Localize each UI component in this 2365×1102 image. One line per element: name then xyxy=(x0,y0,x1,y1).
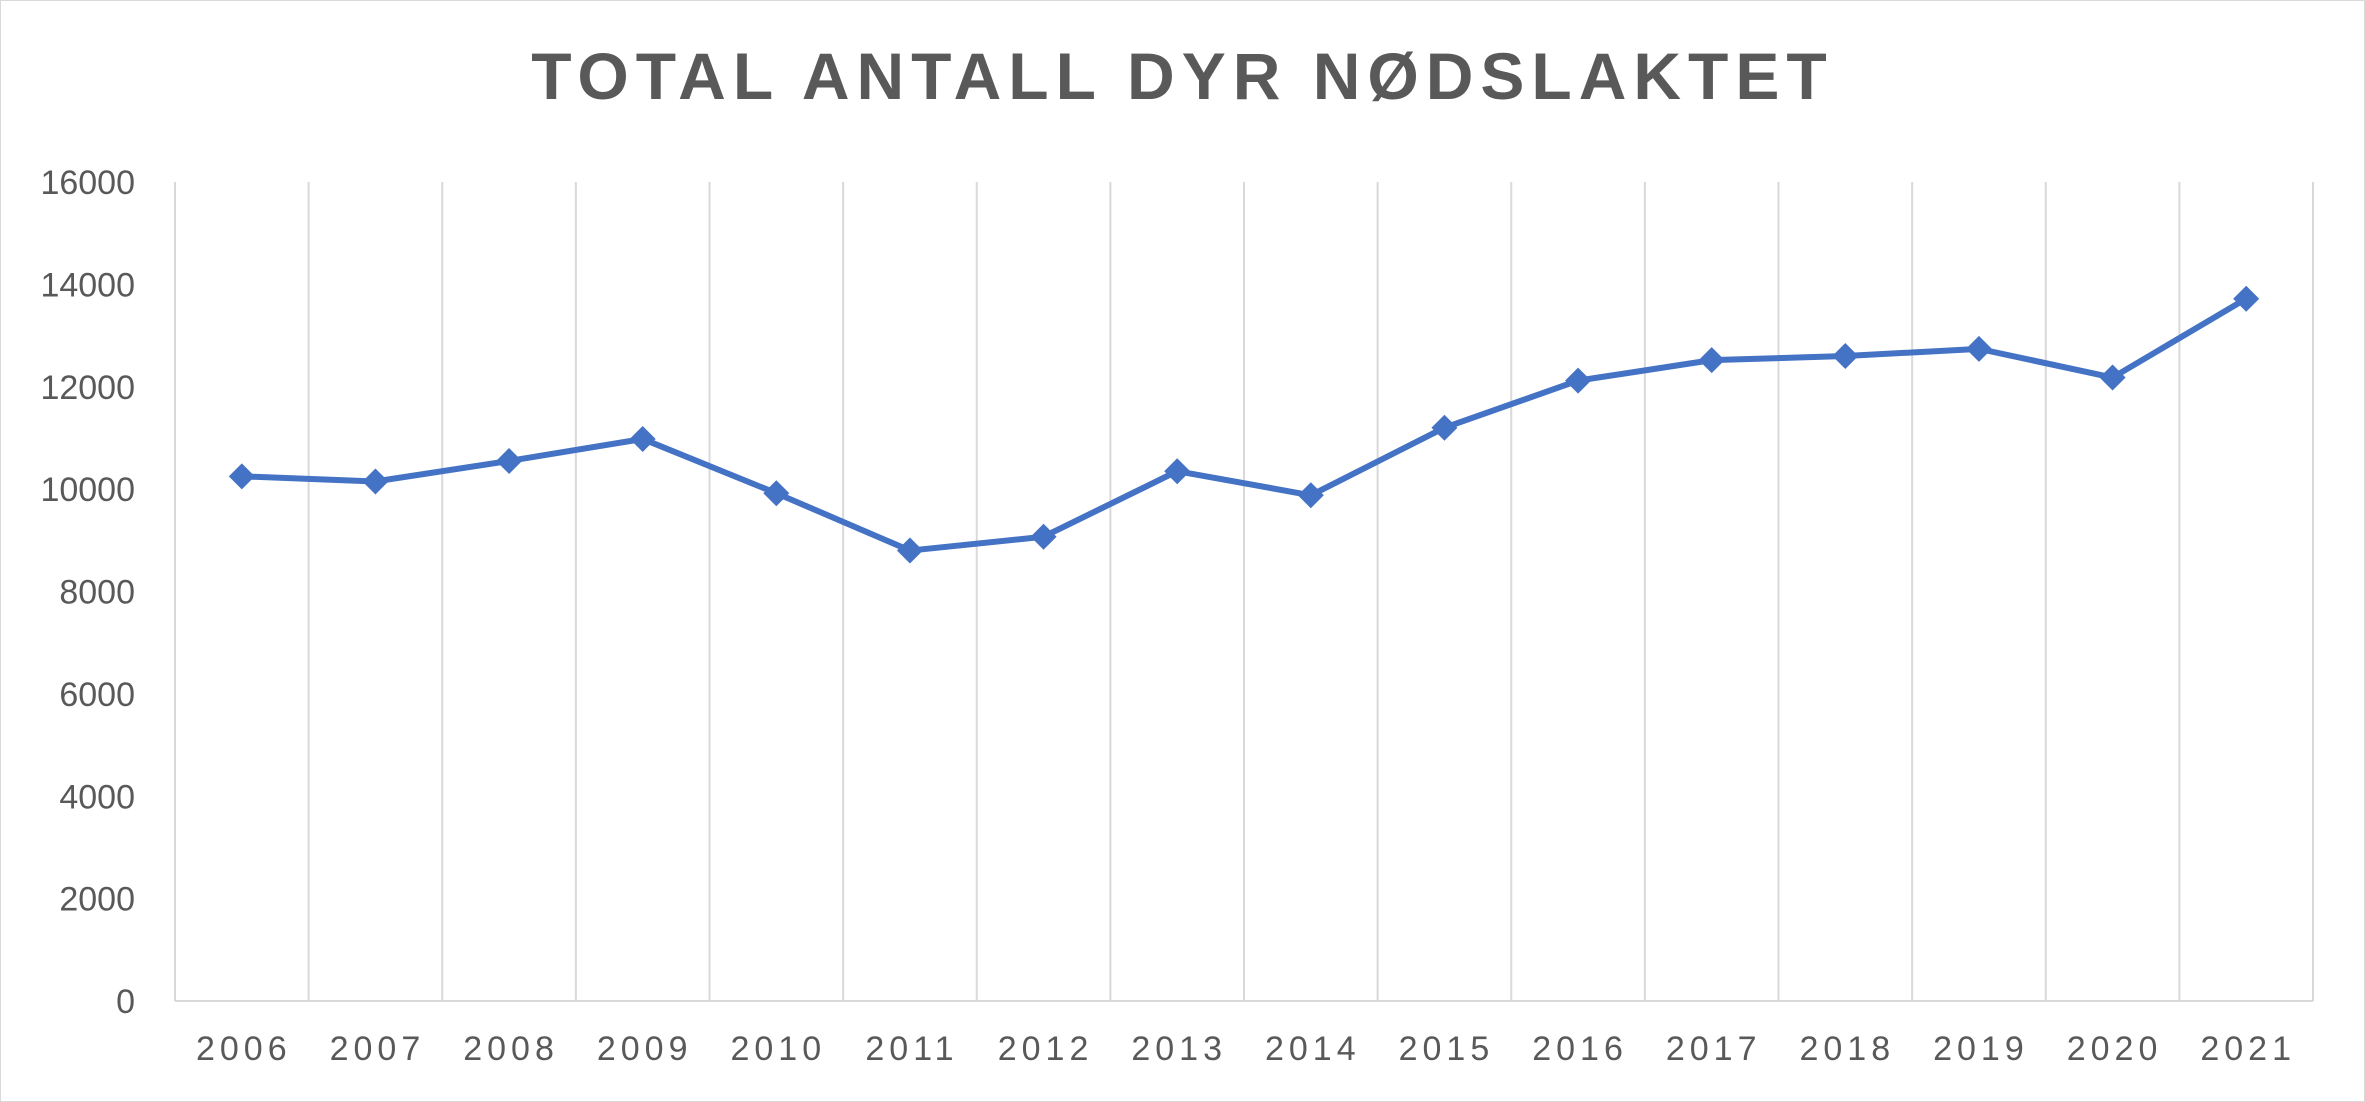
y-tick-label: 16000 xyxy=(40,164,135,202)
x-tick-label: 2007 xyxy=(330,1030,426,1068)
x-tick-label: 2012 xyxy=(998,1030,1094,1068)
y-tick-label: 8000 xyxy=(59,574,135,612)
data-point-marker xyxy=(1565,367,1592,394)
y-tick-label: 2000 xyxy=(59,881,135,919)
x-tick-label: 2006 xyxy=(196,1030,292,1068)
data-point-marker xyxy=(228,463,255,490)
x-tick-label: 2020 xyxy=(2067,1030,2163,1068)
data-point-marker xyxy=(2233,285,2260,312)
y-tick-label: 12000 xyxy=(40,369,135,407)
x-tick-label: 2015 xyxy=(1399,1030,1495,1068)
data-point-marker xyxy=(763,480,790,507)
data-point-marker xyxy=(896,537,923,564)
x-axis: 2006 2007 2008 2009 2010 2011 2012 2013 2014 2015… xyxy=(196,1030,2296,1068)
data-point-marker xyxy=(1297,482,1324,509)
x-tick-label: 2021 xyxy=(2200,1030,2296,1068)
data-point-marker xyxy=(1030,523,1057,550)
x-tick-label: 2008 xyxy=(463,1030,559,1068)
x-tick-label: 2017 xyxy=(1666,1030,1762,1068)
data-point-marker xyxy=(362,468,389,495)
y-tick-label: 4000 xyxy=(59,778,135,816)
data-point-marker xyxy=(2099,364,2126,391)
y-tick-label: 10000 xyxy=(40,471,135,509)
gridlines xyxy=(174,182,2314,1002)
x-tick-label: 2010 xyxy=(730,1030,826,1068)
x-tick-label: 2011 xyxy=(865,1030,958,1068)
y-axis: 0 2000 4000 6000 8000 10000 12000 14000 16000 xyxy=(40,164,135,1021)
chart-title: TOTAL ANTALL DYR NØDSLAKTET xyxy=(531,39,1834,113)
series-layer xyxy=(228,285,2260,564)
x-tick-label: 2018 xyxy=(1799,1030,1895,1068)
y-tick-label: 0 xyxy=(116,983,135,1021)
x-tick-label: 2014 xyxy=(1265,1030,1361,1068)
x-tick-label: 2016 xyxy=(1532,1030,1628,1068)
x-tick-label: 2013 xyxy=(1131,1030,1227,1068)
data-point-marker xyxy=(1698,347,1725,374)
x-tick-label: 2009 xyxy=(597,1030,693,1068)
y-tick-label: 14000 xyxy=(40,266,135,304)
data-point-marker xyxy=(1965,335,1992,362)
data-point-marker xyxy=(1832,343,1859,370)
data-point-marker xyxy=(1164,458,1191,485)
x-tick-label: 2019 xyxy=(1933,1030,2029,1068)
series-line xyxy=(238,295,2250,554)
data-point-marker xyxy=(629,425,656,452)
y-tick-label: 6000 xyxy=(59,676,135,714)
data-point-marker xyxy=(1431,414,1458,441)
data-point-marker xyxy=(496,447,523,474)
